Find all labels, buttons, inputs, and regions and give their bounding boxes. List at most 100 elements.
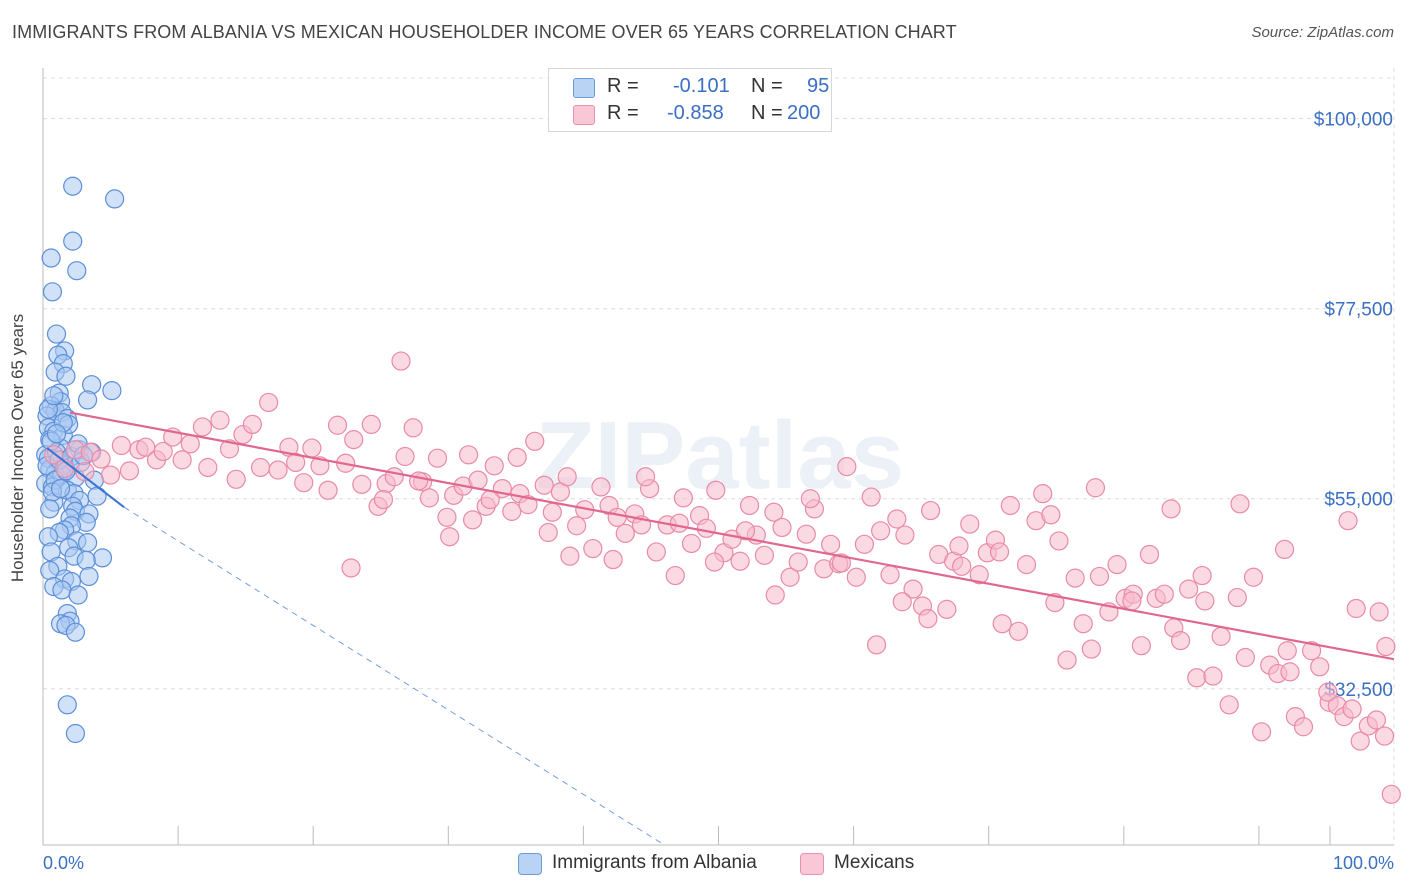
mexicans-point bbox=[706, 480, 726, 500]
mexicans-point bbox=[341, 558, 361, 578]
mexicans-point bbox=[318, 480, 338, 500]
y-tick-label: $100,000 bbox=[1314, 110, 1393, 131]
mexicans-point bbox=[1192, 565, 1212, 586]
y-tick-label: $55,000 bbox=[1324, 490, 1393, 511]
albania-point bbox=[65, 723, 86, 744]
mexicans-point bbox=[352, 474, 372, 494]
mexicans-point bbox=[153, 441, 173, 462]
mexicans-point bbox=[1219, 695, 1239, 715]
albania-point bbox=[67, 261, 87, 281]
mexicans-point bbox=[198, 457, 218, 478]
mexicans-trend-line bbox=[69, 411, 1395, 661]
albania-point bbox=[76, 550, 96, 570]
mexicans-point bbox=[210, 410, 230, 430]
mexicans-point bbox=[1057, 650, 1077, 670]
albania-point bbox=[87, 486, 107, 506]
mexicans-point bbox=[1008, 621, 1029, 641]
mexicans-point bbox=[560, 546, 580, 566]
mexicans-point bbox=[591, 477, 611, 497]
mexicans-point bbox=[960, 514, 980, 534]
y-axis-tick-labels: $100,000 $77,500 $55,000 $32,500 bbox=[1314, 110, 1393, 701]
legend-r-value: -0.101 bbox=[673, 75, 730, 97]
mexicans-point bbox=[1369, 602, 1389, 622]
mexicans-point bbox=[327, 415, 348, 435]
mexicans-point bbox=[259, 392, 279, 413]
legend-n-value: 200 bbox=[787, 102, 821, 124]
mexicans-point bbox=[1227, 587, 1247, 608]
mexicans-point bbox=[1374, 726, 1395, 746]
mexicans-point bbox=[1195, 591, 1215, 611]
mexicans-point bbox=[226, 469, 246, 489]
mexicans-point bbox=[525, 431, 545, 451]
mexicans-point bbox=[1073, 614, 1093, 634]
mexicans-point bbox=[1274, 539, 1295, 560]
mexicans-point bbox=[969, 565, 989, 585]
mexicans-point bbox=[871, 521, 891, 541]
mexicans-point bbox=[180, 434, 200, 454]
mexicans-point bbox=[918, 609, 938, 629]
mexicans-point bbox=[1154, 584, 1174, 604]
albania-point bbox=[63, 176, 83, 196]
mexicans-point bbox=[1049, 531, 1069, 551]
mexicans-point bbox=[91, 449, 111, 469]
mexicans-point bbox=[100, 465, 121, 485]
mexicans-point bbox=[384, 467, 404, 487]
mexicans-point bbox=[949, 536, 969, 556]
albania-point bbox=[57, 695, 77, 715]
albania-point bbox=[77, 390, 98, 410]
mexicans-point bbox=[440, 527, 460, 547]
mexicans-point bbox=[735, 521, 756, 541]
mexicans-point bbox=[1342, 699, 1362, 719]
mexicans-point bbox=[837, 457, 857, 477]
mexicans-point bbox=[764, 502, 784, 522]
mexicans-point bbox=[391, 351, 411, 371]
mexicans-point bbox=[1381, 784, 1401, 804]
mexicans-point bbox=[607, 507, 627, 527]
albania-point bbox=[46, 324, 67, 344]
mexicans-point bbox=[1277, 641, 1297, 661]
mexicans-point bbox=[1122, 591, 1142, 611]
mexicans-point bbox=[880, 565, 900, 585]
x-axis-ticks bbox=[177, 826, 1331, 845]
mexicans-point bbox=[646, 542, 666, 562]
mexicans-point bbox=[989, 542, 1010, 562]
albania-point bbox=[79, 566, 99, 587]
mexicans-point bbox=[302, 438, 322, 458]
mexicans-point bbox=[1170, 631, 1191, 651]
mexicans-point bbox=[538, 522, 558, 543]
mexicans-point bbox=[119, 461, 140, 481]
mexicans-point bbox=[788, 552, 808, 572]
mexicans-point bbox=[1187, 668, 1207, 688]
mexicans-point bbox=[992, 614, 1012, 634]
mexicans-point bbox=[1041, 505, 1061, 525]
mexicans-point bbox=[361, 414, 381, 435]
mexicans-point bbox=[603, 549, 623, 570]
mexicans-point bbox=[310, 456, 330, 476]
mexicans-point bbox=[1293, 717, 1314, 737]
mexicans-point bbox=[373, 489, 394, 510]
mexicans-point bbox=[895, 525, 915, 545]
mexicans-point bbox=[219, 439, 240, 459]
mexicans-point bbox=[861, 487, 881, 507]
mexicans-point bbox=[952, 556, 972, 576]
mexicans-point bbox=[567, 516, 587, 536]
mexicans-point bbox=[831, 553, 852, 573]
albania-point bbox=[56, 366, 76, 386]
mexicans-point bbox=[518, 495, 538, 515]
mexicans-point bbox=[484, 456, 504, 476]
mexicans-point bbox=[1033, 484, 1053, 504]
legend-r-label: R = bbox=[607, 75, 639, 97]
mexicans-point bbox=[427, 448, 448, 468]
mexicans-point bbox=[111, 435, 131, 456]
mexicans-point bbox=[286, 452, 306, 473]
mexicans-point bbox=[1243, 567, 1264, 587]
mexicans-point bbox=[507, 447, 527, 467]
mexicans-point bbox=[403, 418, 423, 438]
mexicans-point bbox=[502, 501, 522, 521]
bottom-legend-swatch-mexicans bbox=[800, 853, 824, 875]
mexicans-point bbox=[557, 467, 577, 487]
mexicans-point bbox=[583, 538, 603, 559]
mexicans-point bbox=[542, 502, 562, 522]
mexicans-point bbox=[821, 534, 841, 554]
